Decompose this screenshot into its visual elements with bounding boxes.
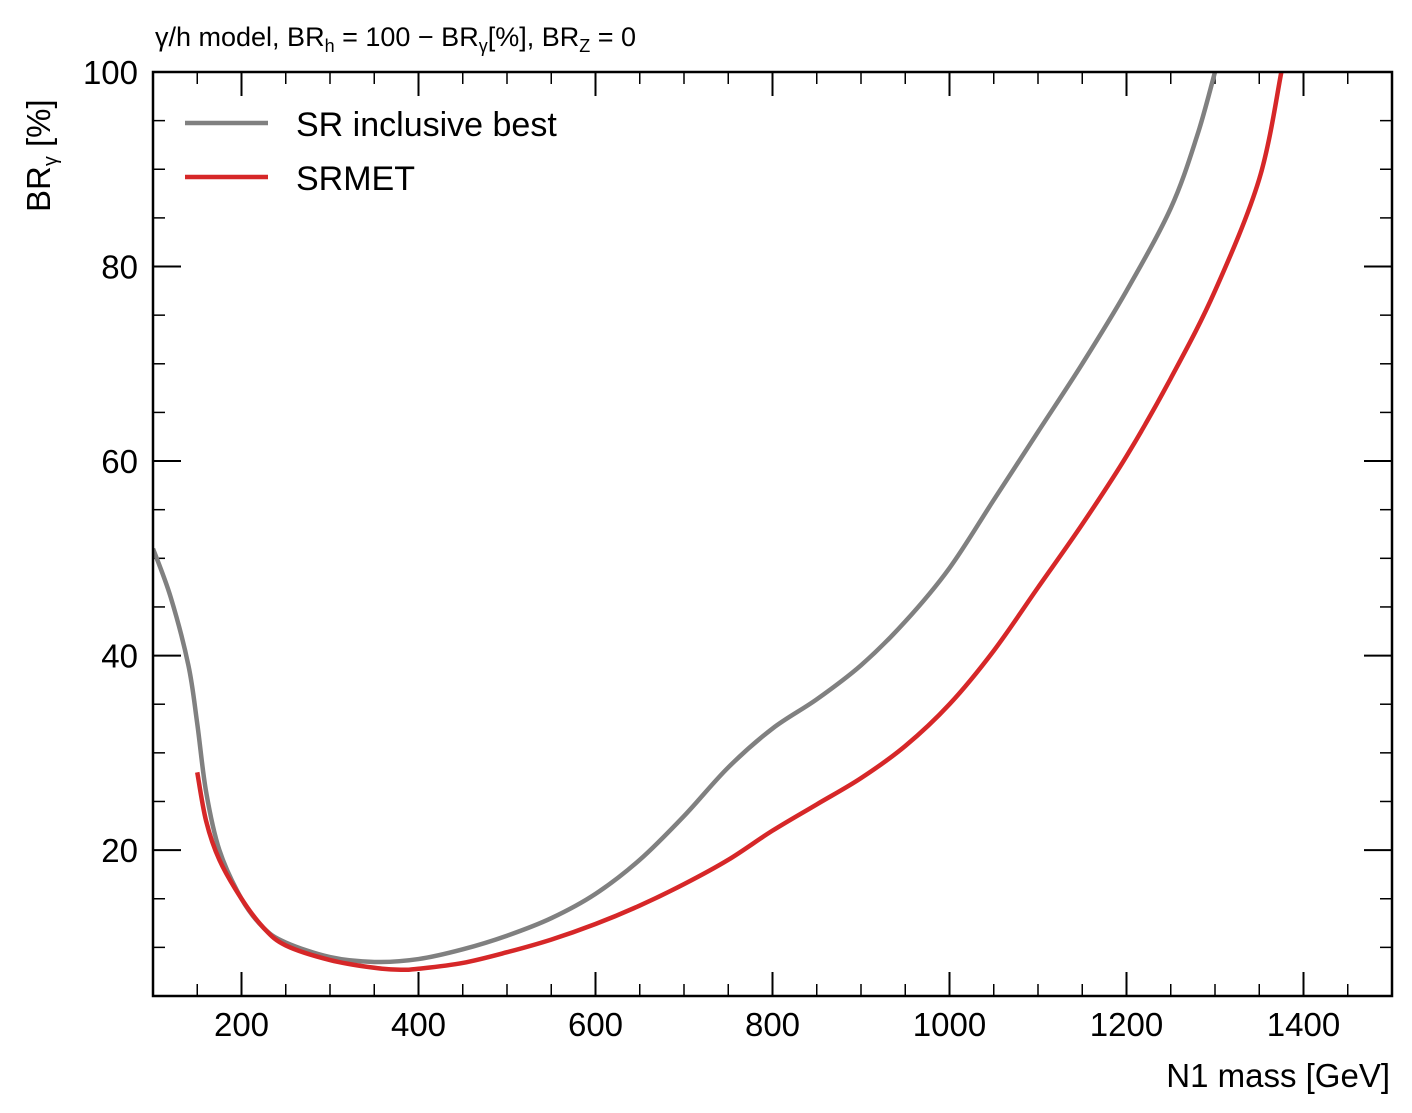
legend-label-srmet: SRMET <box>296 160 415 198</box>
y-tick-label: 40 <box>101 638 138 675</box>
y-tick-label: 20 <box>101 832 138 869</box>
x-tick-label: 400 <box>391 1006 446 1043</box>
series-lines <box>153 72 1284 973</box>
y-axis-label: BRγ [%] <box>20 99 62 212</box>
legend-label-sr-inclusive-best: SR inclusive best <box>296 106 557 144</box>
tick-labels: 200 400 600 800 1000 1200 1400 20 40 60 80 100 <box>83 54 1340 1043</box>
series-line-srmet <box>195 72 1284 973</box>
y-tick-label: 100 <box>83 54 138 91</box>
x-tick-label: 1400 <box>1267 1006 1340 1043</box>
axis-ticks <box>153 72 1392 996</box>
legend: SR inclusive best SRMET <box>185 106 557 198</box>
plot-frame <box>151 70 1394 998</box>
y-tick-label: 80 <box>101 249 138 286</box>
x-axis-label: N1 mass [GeV] <box>1166 1057 1390 1094</box>
x-tick-label: 1000 <box>913 1006 986 1043</box>
series-line-sr-inclusive-best <box>153 72 1218 965</box>
y-tick-label: 60 <box>101 443 138 480</box>
x-tick-label: 1200 <box>1090 1006 1163 1043</box>
x-tick-label: 200 <box>214 1006 269 1043</box>
chart-title: γ/h model, BRh = 100 − BRγ[%], BRZ = 0 <box>155 22 636 56</box>
x-tick-label: 600 <box>568 1006 623 1043</box>
x-tick-label: 800 <box>745 1006 800 1043</box>
